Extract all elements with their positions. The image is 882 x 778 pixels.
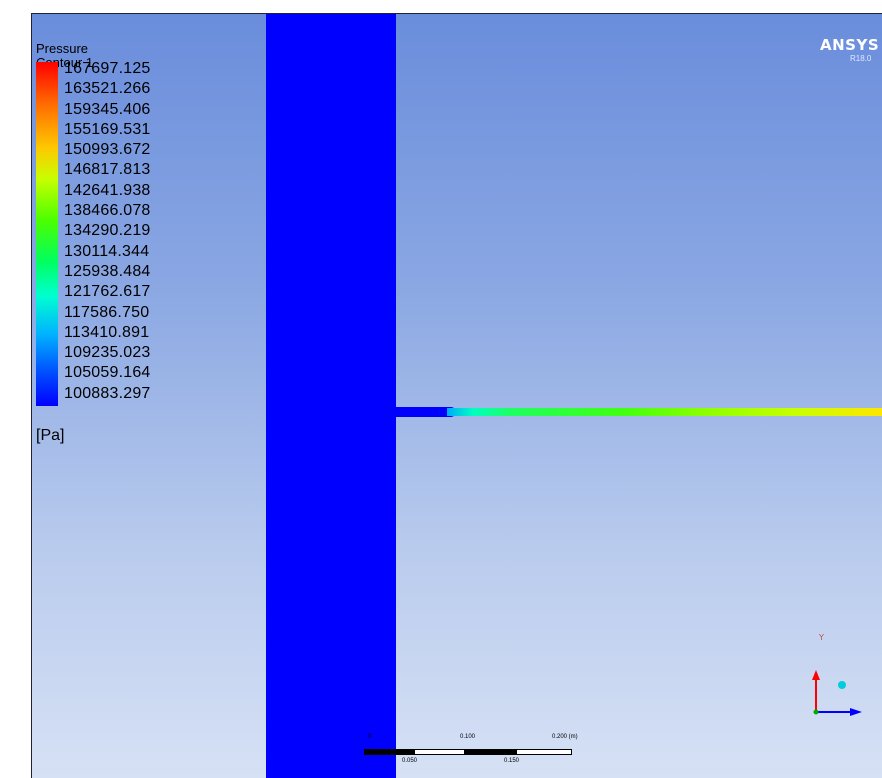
scale-label: 0.200 (m): [552, 734, 578, 740]
legend-value: 134290.219: [64, 222, 151, 240]
legend-value: 150993.672: [64, 141, 151, 159]
legend-colorbar: [36, 62, 58, 406]
ansys-version: R18.0: [850, 54, 872, 63]
scale-label: 0: [368, 734, 372, 740]
legend-unit: [Pa]: [36, 427, 65, 444]
legend-value: 113410.891: [64, 323, 150, 341]
legend-title: Pressure: [36, 41, 89, 56]
axis-y-arrow: [812, 670, 820, 680]
axis-z-dot: [838, 681, 846, 689]
legend-value: 163521.266: [64, 80, 151, 98]
legend-value: 146817.813: [64, 161, 151, 179]
legend-value: 105059.164: [64, 364, 151, 382]
scale-segment: [516, 749, 572, 755]
legend-value: 117586.750: [64, 303, 150, 321]
axis-origin: [813, 709, 819, 715]
scale-label: 0.100: [460, 734, 476, 740]
axis-y-label: Y: [818, 633, 824, 642]
scale-label: 0.150: [504, 758, 520, 764]
legend-value: 138466.078: [64, 202, 151, 220]
scale-segment: [464, 749, 516, 755]
scale-label: 0.050: [402, 758, 418, 764]
scale-segment: [364, 749, 414, 755]
axis-triad: Y: [812, 633, 862, 716]
tank-region: [266, 14, 396, 778]
legend-value: 109235.023: [64, 344, 151, 362]
graphics-viewport[interactable]: Pressure Contour 1 167697.125 163521.266…: [31, 13, 882, 778]
legend-value: 155169.531: [64, 120, 151, 138]
ansys-logo: ANSYS: [820, 36, 880, 54]
legend-value: 121762.617: [64, 283, 151, 301]
legend-value: 130114.344: [64, 242, 150, 260]
legend-value: 125938.484: [64, 262, 151, 280]
legend-value: 159345.406: [64, 100, 151, 118]
pipe-region: [447, 408, 882, 416]
legend-labels: 167697.125 163521.266 159345.406 155169.…: [64, 59, 151, 404]
pipe-inlet-region: [396, 407, 456, 417]
scale-bar: 0 0.100 0.200 (m) 0.050 0.150: [356, 732, 596, 776]
legend-value: 167697.125: [64, 60, 151, 77]
axis-x-arrow: [850, 708, 862, 716]
legend-value: 100883.297: [64, 384, 151, 402]
legend-value: 142641.938: [64, 181, 151, 199]
scale-segment: [414, 749, 466, 755]
